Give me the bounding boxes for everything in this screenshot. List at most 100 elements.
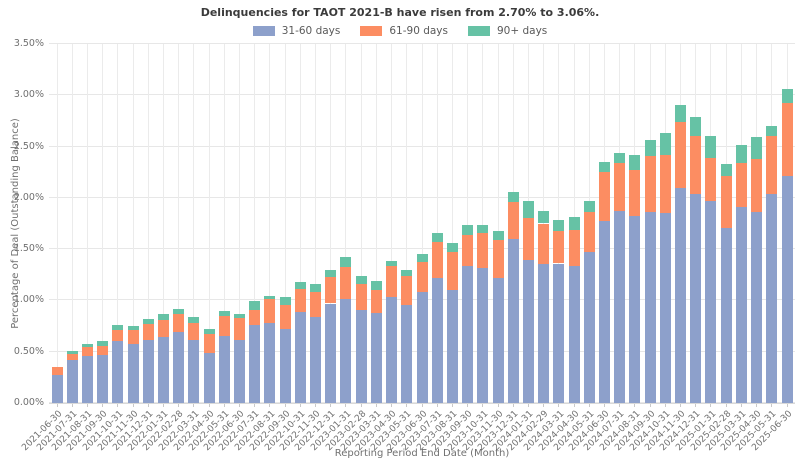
bar-segment-31-60-days xyxy=(507,238,519,403)
x-tick xyxy=(451,403,453,407)
bar-segment-90+-days xyxy=(386,261,398,266)
bar-segment-61-90-days xyxy=(446,252,458,291)
bar-segment-31-60-days xyxy=(325,303,337,403)
x-grid-line xyxy=(497,44,499,403)
bar-segment-90+-days xyxy=(173,308,185,314)
x-grid-line xyxy=(284,44,286,403)
x-tick xyxy=(497,403,499,407)
bar-segment-31-60-days xyxy=(157,337,169,403)
x-tick xyxy=(680,403,682,407)
bar-segment-61-90-days xyxy=(766,136,778,194)
bar-segment-61-90-days xyxy=(477,232,489,268)
bar-segment-90+-days xyxy=(735,144,747,163)
bar-segment-90+-days xyxy=(97,341,109,346)
x-tick xyxy=(512,403,514,407)
bar-segment-31-60-days xyxy=(97,354,109,403)
y-tick-label: 3.00% xyxy=(13,89,44,101)
bar-segment-31-60-days xyxy=(522,260,534,403)
x-grid-line xyxy=(406,44,408,403)
bar-segment-61-90-days xyxy=(142,324,154,341)
x-grid-line xyxy=(117,44,119,403)
x-tick xyxy=(86,403,88,407)
bar-segment-90+-days xyxy=(218,310,230,316)
bar-segment-61-90-days xyxy=(599,172,610,222)
legend-label: 61-90 days xyxy=(389,25,448,37)
bar-segment-90+-days xyxy=(781,89,793,104)
bar-segment-31-60-days xyxy=(112,341,124,403)
x-tick xyxy=(482,403,484,407)
bar-segment-61-90-days xyxy=(401,275,413,305)
x-tick xyxy=(634,403,636,407)
bar-segment-61-90-days xyxy=(416,262,428,293)
x-grid-line xyxy=(436,44,438,403)
x-grid-line xyxy=(345,44,347,403)
x-grid-line xyxy=(299,44,301,403)
x-grid-line xyxy=(330,44,332,403)
bar-segment-31-60-days xyxy=(720,227,732,403)
x-tick xyxy=(71,403,73,407)
bar-segment-61-90-days xyxy=(690,136,702,194)
x-tick xyxy=(132,403,134,407)
bar-segment-90+-days xyxy=(81,343,93,347)
x-tick xyxy=(315,403,317,407)
bar-segment-61-90-days xyxy=(583,212,595,253)
chart-title: Delinquencies for TAOT 2021-B have risen… xyxy=(200,6,600,19)
legend-swatch-61-90-days xyxy=(360,26,383,36)
x-tick xyxy=(527,403,529,407)
bar-segment-90+-days xyxy=(157,313,169,320)
bar-segment-90+-days xyxy=(234,313,245,318)
x-grid-line xyxy=(421,44,423,403)
bar-segment-61-90-days xyxy=(294,289,306,312)
bar-segment-90+-days xyxy=(279,297,291,305)
bar-segment-90+-days xyxy=(431,232,443,242)
y-tick-label: 3.50% xyxy=(13,38,44,49)
bar-segment-31-60-days xyxy=(401,304,413,403)
bar-segment-61-90-days xyxy=(218,315,230,337)
bar-segment-90+-days xyxy=(644,140,656,156)
bar-segment-90+-days xyxy=(492,230,504,240)
bar-segment-90+-days xyxy=(142,318,154,325)
x-grid-line xyxy=(132,44,134,403)
y-tick-label: 2.00% xyxy=(13,191,44,203)
bar-segment-31-60-days xyxy=(355,309,367,403)
x-tick xyxy=(345,403,347,407)
x-tick xyxy=(147,403,149,407)
bar-segment-31-60-days xyxy=(294,311,306,403)
bar-segment-61-90-days xyxy=(279,304,291,330)
x-tick xyxy=(406,403,408,407)
bar-segment-31-60-days xyxy=(477,267,489,403)
x-tick xyxy=(725,403,727,407)
bar-segment-31-60-days xyxy=(568,265,580,403)
x-tick xyxy=(239,403,240,407)
bar-segment-31-60-days xyxy=(66,359,78,403)
x-tick xyxy=(102,403,104,407)
bar-segment-90+-days xyxy=(629,154,641,171)
bar-segment-90+-days xyxy=(675,104,687,122)
x-tick xyxy=(208,403,210,407)
x-tick xyxy=(223,403,225,407)
bar-segment-31-60-days xyxy=(690,193,702,403)
bar-segment-61-90-days xyxy=(568,229,580,266)
bar-segment-90+-days xyxy=(690,116,702,137)
x-tick xyxy=(619,403,621,407)
legend-item-90-plus-days: 90+ days xyxy=(468,25,547,37)
bar-segment-90+-days xyxy=(66,350,78,354)
bar-segment-61-90-days xyxy=(370,290,382,313)
x-grid-line xyxy=(451,44,453,403)
bar-segment-61-90-days xyxy=(157,319,169,338)
x-grid-line xyxy=(360,44,362,403)
x-grid-line xyxy=(86,44,88,403)
legend-item-61-90-days: 61-90 days xyxy=(360,25,448,37)
x-grid-line xyxy=(239,44,240,403)
bar-segment-31-60-days xyxy=(781,176,793,403)
x-tick xyxy=(360,403,362,407)
bar-segment-61-90-days xyxy=(553,230,565,264)
bar-segment-61-90-days xyxy=(188,322,200,341)
legend-label: 90+ days xyxy=(497,25,548,37)
bar-segment-90+-days xyxy=(112,325,124,331)
bar-segment-90+-days xyxy=(188,316,200,323)
legend-swatch-31-60-days xyxy=(252,26,275,36)
bar-segment-61-90-days xyxy=(81,346,93,356)
x-tick xyxy=(740,403,742,407)
